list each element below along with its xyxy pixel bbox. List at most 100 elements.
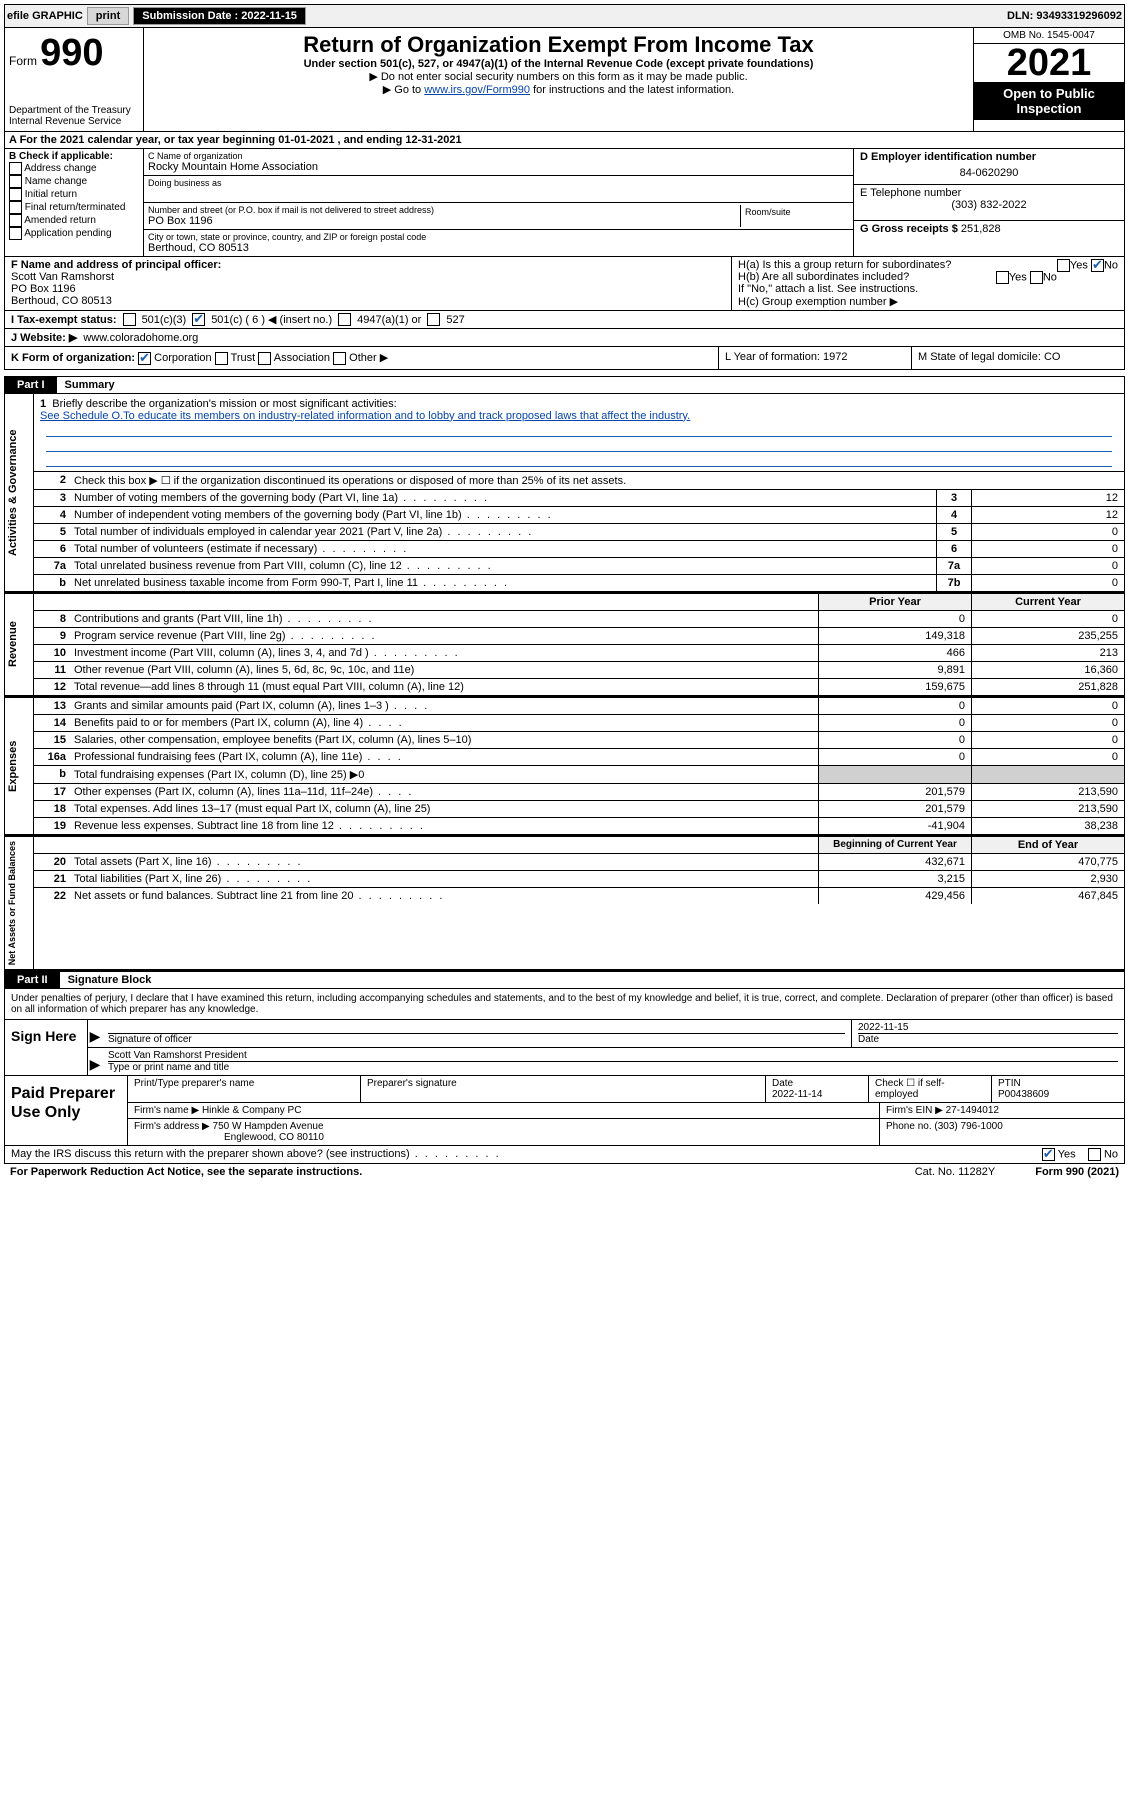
cb-name-change[interactable]: Name change	[9, 175, 139, 188]
c17: 213,590	[971, 784, 1124, 800]
org-name-label: C Name of organization	[148, 151, 849, 161]
p8: 0	[818, 611, 971, 627]
hc-row: H(c) Group exemption number ▶	[738, 295, 1118, 308]
phone-label: E Telephone number	[860, 187, 1118, 199]
line12: Total revenue—add lines 8 through 11 (mu…	[70, 679, 818, 695]
part-2-header: Part II Signature Block	[4, 970, 1125, 989]
vlabel-netassets: Net Assets or Fund Balances	[5, 837, 34, 969]
tax-year: 2021	[974, 44, 1124, 82]
hdr-end: End of Year	[971, 837, 1124, 853]
c21: 2,930	[971, 871, 1124, 887]
line6: Total number of volunteers (estimate if …	[70, 541, 936, 557]
vlabel-expenses: Expenses	[5, 698, 34, 834]
cb-501c3[interactable]	[123, 313, 136, 326]
p22: 429,456	[818, 888, 971, 904]
line7a: Total unrelated business revenue from Pa…	[70, 558, 936, 574]
efile-label: efile GRAPHIC	[7, 10, 83, 22]
sig-date-val: 2022-11-15	[858, 1022, 1118, 1033]
expenses-block: Expenses 13Grants and similar amounts pa…	[4, 696, 1125, 835]
p16b-shaded	[818, 766, 971, 783]
cb-trust[interactable]	[215, 352, 228, 365]
c8: 0	[971, 611, 1124, 627]
goto-post: for instructions and the latest informat…	[533, 84, 734, 96]
form-title: Return of Organization Exempt From Incom…	[148, 32, 969, 58]
c13: 0	[971, 698, 1124, 714]
line9: Program service revenue (Part VIII, line…	[70, 628, 818, 644]
v6: 0	[971, 541, 1124, 557]
print-button[interactable]: print	[87, 7, 129, 25]
officer-name-title: Scott Van Ramshorst President	[108, 1050, 1118, 1061]
cb-527[interactable]	[427, 313, 440, 326]
hdr-current: Current Year	[971, 594, 1124, 610]
cb-final-return[interactable]: Final return/terminated	[9, 201, 139, 214]
row-klm: K Form of organization: Corporation Trus…	[4, 347, 1125, 370]
city-label: City or town, state or province, country…	[148, 232, 849, 242]
ha-row: H(a) Is this a group return for subordin…	[738, 259, 1118, 271]
pp-date-label: Date	[772, 1078, 862, 1089]
summary-body: Activities & Governance 1 Briefly descri…	[4, 394, 1125, 592]
c18: 213,590	[971, 801, 1124, 817]
form-org-label: K Form of organization:	[11, 352, 135, 364]
c22: 467,845	[971, 888, 1124, 904]
sig-arrow-1: ▶	[88, 1020, 102, 1047]
part-2-title: Signature Block	[60, 972, 160, 988]
underline-2	[46, 437, 1112, 452]
p9: 149,318	[818, 628, 971, 644]
c16a: 0	[971, 749, 1124, 765]
revenue-block: Revenue Prior YearCurrent Year 8Contribu…	[4, 592, 1125, 696]
line8: Contributions and grants (Part VIII, lin…	[70, 611, 818, 627]
discuss-no-cb[interactable]	[1088, 1148, 1101, 1161]
officer-addr2: Berthoud, CO 80513	[11, 295, 725, 307]
firm-addr2: Englewood, CO 80110	[134, 1132, 873, 1143]
dept-treasury: Department of the Treasury	[9, 105, 139, 116]
col-b-checkboxes: B Check if applicable: Address change Na…	[5, 149, 144, 256]
pp-sig-label: Preparer's signature	[361, 1076, 766, 1102]
gross-value: 251,828	[961, 223, 1001, 235]
c19: 38,238	[971, 818, 1124, 834]
cb-4947[interactable]	[338, 313, 351, 326]
col-c-org: C Name of organization Rocky Mountain Ho…	[144, 149, 853, 256]
discuss-yes-cb[interactable]	[1042, 1148, 1055, 1161]
firm-addr1: 750 W Hampden Avenue	[213, 1121, 324, 1132]
officer-name: Scott Van Ramshorst	[11, 271, 725, 283]
line16a: Professional fundraising fees (Part IX, …	[70, 749, 818, 765]
line17: Other expenses (Part IX, column (A), lin…	[70, 784, 818, 800]
cb-address-change[interactable]: Address change	[9, 162, 139, 175]
firm-name: Hinkle & Company PC	[202, 1105, 301, 1116]
part-1-tag: Part I	[5, 377, 57, 393]
ein-value: 84-0620290	[860, 167, 1118, 179]
line10: Investment income (Part VIII, column (A)…	[70, 645, 818, 661]
c12: 251,828	[971, 679, 1124, 695]
top-bar: efile GRAPHIC print Submission Date : 20…	[4, 4, 1125, 28]
p12: 159,675	[818, 679, 971, 695]
sig-officer-label: Signature of officer	[108, 1033, 845, 1045]
cb-other[interactable]	[333, 352, 346, 365]
cb-501c[interactable]	[192, 313, 205, 326]
c20: 470,775	[971, 854, 1124, 870]
form-number: 990	[40, 32, 103, 74]
cb-corp[interactable]	[138, 352, 151, 365]
hb-row: H(b) Are all subordinates included? Yes …	[738, 271, 1118, 283]
subtitle-1: Under section 501(c), 527, or 4947(a)(1)…	[148, 58, 969, 70]
submission-date-button[interactable]: Submission Date : 2022-11-15	[133, 7, 306, 25]
irs-link[interactable]: www.irs.gov/Form990	[424, 84, 530, 96]
paid-preparer-label: Paid Preparer Use Only	[5, 1076, 128, 1145]
irs-label: Internal Revenue Service	[9, 116, 139, 127]
netassets-block: Net Assets or Fund Balances Beginning of…	[4, 835, 1125, 970]
form-word: Form	[9, 54, 37, 68]
cb-assoc[interactable]	[258, 352, 271, 365]
hdr-prior: Prior Year	[818, 594, 971, 610]
p20: 432,671	[818, 854, 971, 870]
p11: 9,891	[818, 662, 971, 678]
line21: Total liabilities (Part X, line 26)	[70, 871, 818, 887]
hb-note: If "No," attach a list. See instructions…	[738, 283, 1118, 295]
line1-label: Briefly describe the organization's miss…	[52, 398, 396, 410]
firm-phone: (303) 796-1000	[934, 1121, 1002, 1132]
cb-app-pending[interactable]: Application pending	[9, 227, 139, 240]
line14: Benefits paid to or for members (Part IX…	[70, 715, 818, 731]
state-domicile: M State of legal domicile: CO	[912, 347, 1124, 369]
line1-text: See Schedule O.To educate its members on…	[40, 410, 1118, 422]
subtitle-2: Do not enter social security numbers on …	[148, 70, 969, 83]
cb-initial-return[interactable]: Initial return	[9, 188, 139, 201]
cb-amended-return[interactable]: Amended return	[9, 214, 139, 227]
